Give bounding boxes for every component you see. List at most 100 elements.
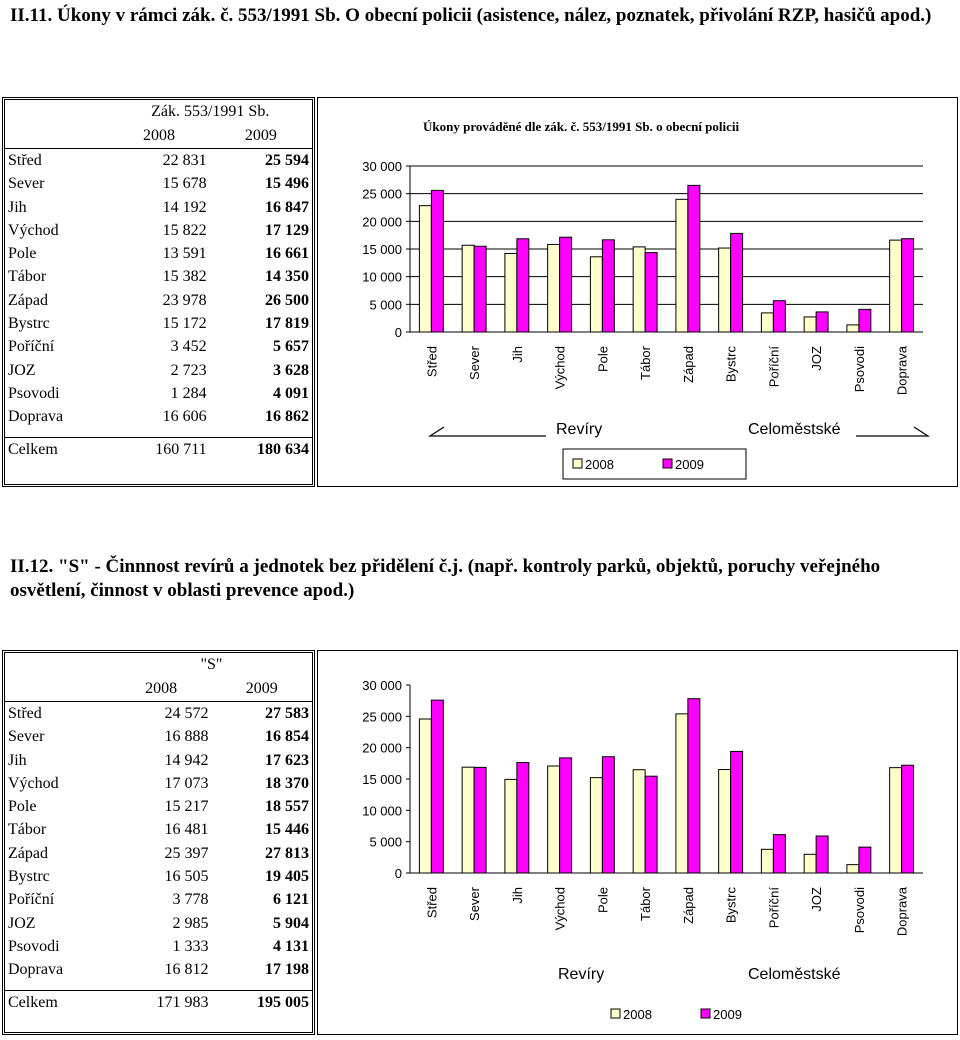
table-row: Bystrc 15 172 17 819 (5, 312, 312, 335)
y-tick-label: 20 000 (362, 214, 402, 229)
x-category-label: Bystrc (724, 346, 739, 383)
y-tick-label: 0 (395, 866, 402, 881)
y-tick-label: 5 000 (369, 835, 402, 850)
value-2009: 4 091 (273, 384, 309, 402)
y-tick-label: 15 000 (362, 772, 402, 787)
group-arrow-left (427, 426, 546, 437)
table-row: Poříční 3 452 5 657 (5, 335, 312, 358)
bar-2009 (644, 775, 658, 874)
x-category-label: Sever (467, 886, 482, 921)
row-label: JOZ (8, 914, 36, 932)
row-label: Východ (8, 221, 59, 239)
value-2009: 5 904 (273, 914, 309, 932)
table-row: Jih 14 942 17 623 (5, 749, 312, 772)
total-2008: 160 711 (108, 436, 210, 461)
total-label: Celkem (5, 436, 109, 461)
value-2008: 24 572 (110, 701, 212, 726)
row-label: Pole (8, 245, 37, 263)
legend: 2008 2009 (562, 448, 747, 480)
row-label: Psovodi (8, 384, 60, 402)
x-category-label: Západ (681, 346, 696, 383)
table-row: JOZ 2 723 3 628 (5, 359, 312, 382)
value-2009: 4 131 (273, 937, 309, 955)
value-2009: 27 583 (211, 701, 312, 726)
bar-2009 (644, 252, 658, 333)
total-2009: 195 005 (211, 989, 312, 1014)
legend-label-2009: 2009 (675, 457, 704, 472)
bar-2008 (760, 848, 774, 874)
value-2009: 6 121 (273, 891, 309, 909)
value-2008: 1 333 (172, 937, 209, 955)
group-label-revir: Revíry (558, 966, 604, 983)
table-row: Psovodi 1 284 4 091 (5, 382, 312, 405)
table-row: Západ 25 397 27 813 (5, 842, 312, 865)
section2-table: "S" 2008 2009 Střed 24 572 27 583 Sever 16 8… (5, 653, 312, 1014)
bar-2009 (815, 835, 829, 874)
value-2009: 15 446 (265, 821, 309, 839)
section1-table: Zák. 553/1991 Sb. 2008 2009 Střed 22 831 2… (5, 100, 312, 461)
bar-2008 (846, 324, 860, 333)
bar-2009 (901, 764, 915, 874)
value-2009: 27 813 (265, 844, 309, 862)
bar-2008 (889, 239, 903, 333)
section2-col-2009: 2009 (245, 680, 278, 697)
legend-swatch-2009 (700, 1008, 711, 1019)
bar-2009 (687, 184, 701, 333)
total-label: Celkem (5, 989, 111, 1014)
group-label-celomestske: Celoměstské (748, 966, 841, 983)
x-category-label: Psovodi (852, 887, 867, 933)
table-row: Východ 17 073 18 370 (5, 772, 312, 795)
bar-2009 (430, 699, 444, 874)
value-2008: 23 978 (162, 291, 207, 309)
y-tick-label: 25 000 (362, 187, 402, 202)
legend-box (562, 448, 747, 480)
row-label: Východ (8, 774, 59, 792)
section2-chart: 0 5 000 10 000 15 000 20 000 25 000 30 000 Stře… (362, 678, 923, 1022)
value-2009: 5 657 (273, 338, 309, 356)
table-row: Pole 13 591 16 661 (5, 242, 312, 265)
table-row: Sever 16 888 16 854 (5, 725, 312, 748)
x-category-label: Pole (595, 346, 610, 372)
legend-label-2009: 2009 (713, 1007, 742, 1022)
value-2008: 15 172 (162, 315, 207, 333)
table-row: Sever 15 678 15 496 (5, 172, 312, 195)
x-category-label: Západ (681, 887, 696, 924)
y-tick-label: 15 000 (362, 242, 402, 257)
x-category-label: Sever (467, 345, 482, 380)
row-label: Střed (5, 148, 109, 173)
value-2008: 2 985 (172, 914, 209, 932)
bar-2009 (430, 189, 444, 333)
value-2009: 3 628 (273, 361, 309, 379)
section1-heading: II.11. Úkony v rámci zák. č. 553/1991 Sb… (10, 5, 932, 26)
section1-col-2009: 2009 (244, 127, 277, 144)
x-category-label: Bystrc (724, 887, 739, 924)
value-2009: 17 198 (265, 961, 309, 979)
section2-table-title: "S" (200, 656, 223, 673)
value-2008: 15 217 (164, 798, 209, 816)
value-2008: 15 678 (162, 175, 207, 193)
value-2009: 25 594 (209, 148, 312, 173)
value-2008: 1 284 (170, 384, 207, 402)
bar-2008 (803, 316, 817, 333)
table-row: Střed 22 831 25 594 (5, 148, 312, 173)
value-2008: 3 452 (170, 338, 207, 356)
y-tick-label: 20 000 (362, 741, 402, 756)
value-2009: 15 496 (265, 175, 309, 193)
bar-2008 (718, 769, 732, 874)
bar-2008 (760, 312, 774, 333)
value-2009: 16 854 (265, 728, 309, 746)
row-label: Doprava (8, 961, 64, 979)
bar-2009 (772, 300, 786, 333)
bar-2009 (730, 232, 744, 333)
bar-2009 (901, 238, 915, 333)
x-category-label: Psovodi (852, 346, 867, 392)
bar-2008 (461, 244, 475, 333)
group-label-celomestske: Celoměstské (748, 421, 841, 438)
y-tick-label: 10 000 (362, 803, 402, 818)
table-row: JOZ 2 985 5 904 (5, 912, 312, 935)
bar-2008 (632, 246, 646, 333)
bar-2008 (547, 243, 561, 333)
value-2009: 16 661 (265, 245, 309, 263)
chart-title: Úkony prováděné dle zák. č. 553/1991 Sb.… (423, 119, 740, 134)
row-label: Psovodi (8, 937, 60, 955)
